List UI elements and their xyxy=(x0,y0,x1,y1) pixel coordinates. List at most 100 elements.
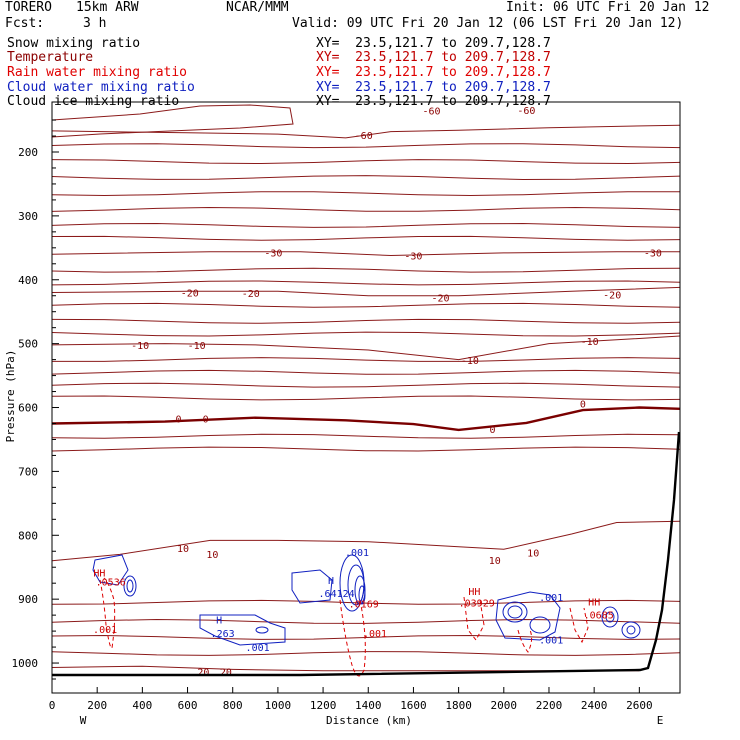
isotherm-label: 20 xyxy=(220,667,232,678)
y-tick-label: 700 xyxy=(18,465,38,478)
hydrometeor-label: .001 xyxy=(539,635,563,646)
hydrometeor-label: .001 xyxy=(539,593,563,604)
x-axis: 0 200 400 600 800 1000 1200 1400 1600 1800 2000 220… xyxy=(49,687,653,712)
isotherm-filler-line xyxy=(51,143,681,149)
isotherm-filler-line xyxy=(51,618,681,624)
isotherm-filler-line xyxy=(51,331,681,337)
hydrometeor-label: H xyxy=(216,616,222,627)
isotherm-0 xyxy=(51,406,681,432)
x-tick-label: 1800 xyxy=(445,699,472,712)
legend-cloud-water-label: Cloud water mixing ratio xyxy=(7,80,195,95)
isotherm-label: -20 xyxy=(431,294,449,305)
hydrometeor-label: H xyxy=(328,576,334,587)
isotherm-label: -60 xyxy=(355,131,373,142)
x-axis-label: Distance (km) xyxy=(326,714,412,727)
isotherm-label: -30 xyxy=(404,252,422,263)
isotherm-filler-line xyxy=(51,222,681,228)
isotherm-filler-line xyxy=(52,357,681,362)
isotherm-label: 0 xyxy=(175,414,181,425)
x-tick-label: 2400 xyxy=(581,699,608,712)
isotherm-label: 0 xyxy=(580,400,586,411)
isotherm-filler-line xyxy=(51,267,681,273)
isotherm-label: -10 xyxy=(461,356,479,367)
isotherm-filler-line xyxy=(51,369,681,375)
isotherm-label: -30 xyxy=(264,248,282,259)
model-resolution: 15km ARW xyxy=(76,0,139,15)
isotherm-filler-line xyxy=(51,302,681,308)
hydrometeor-label: .64124 xyxy=(319,589,355,600)
x-tick-label: 1600 xyxy=(400,699,427,712)
legend-temperature-label: Temperature xyxy=(7,50,94,65)
west-label: W xyxy=(80,714,87,727)
y-tick-label: 900 xyxy=(18,593,38,606)
x-tick-label: 2600 xyxy=(626,699,653,712)
isotherm-10 xyxy=(51,520,681,562)
hydrometeor-label: .001 xyxy=(246,643,270,654)
hydrometeor-label: .001 xyxy=(363,629,387,640)
isotherm-filler-line xyxy=(51,318,681,324)
isotherm-filler-line xyxy=(51,280,681,286)
hydrometeor-label: .0685 xyxy=(584,611,614,622)
x-tick-label: 1000 xyxy=(265,699,292,712)
y-tick-label: 1000 xyxy=(12,657,39,670)
hydrometeor-label: HH xyxy=(468,587,480,598)
isotherm-20 xyxy=(51,665,640,672)
hydrometeor-label: HH xyxy=(93,568,105,579)
isotherm--30 xyxy=(51,251,680,257)
hydrometeor-contours xyxy=(92,554,641,677)
hydrometeor-label: .263 xyxy=(211,629,235,640)
isotherm--20 xyxy=(51,286,681,297)
forecast-label: Fcst: xyxy=(5,16,45,31)
isotherm-label: 0 xyxy=(203,414,209,425)
x-tick-label: 2000 xyxy=(491,699,518,712)
plot-frame xyxy=(51,101,681,694)
legend-snow-label: Snow mixing ratio xyxy=(7,36,141,51)
hydrometeor-label: .001 xyxy=(345,548,369,559)
isotherm-label: -10 xyxy=(131,341,149,352)
isotherm-label: -30 xyxy=(644,248,662,259)
hydrometeor-label: .001 xyxy=(93,625,117,636)
isotherm-filler-line xyxy=(51,159,681,165)
isotherm-label: -60 xyxy=(422,107,440,118)
isotherm-label: -20 xyxy=(242,289,260,300)
isotherm-label: -20 xyxy=(603,291,621,302)
isotherm-label: 0 xyxy=(489,425,495,436)
x-tick-label: 1200 xyxy=(310,699,337,712)
isotherm-filler-line xyxy=(51,651,681,656)
y-tick-label: 200 xyxy=(18,146,38,159)
hydrometeor-label: HH xyxy=(588,598,600,609)
legend-snow-xy: XY= 23.5,121.7 to 209.7,128.7 xyxy=(316,36,551,51)
x-tick-label: 1400 xyxy=(355,699,382,712)
isotherm-label: 10 xyxy=(489,556,501,567)
x-tick-label: 400 xyxy=(132,699,152,712)
isotherm-label: 10 xyxy=(177,544,189,555)
isotherm-filler-line xyxy=(51,206,681,212)
isotherm-label: 10 xyxy=(527,549,539,560)
isotherm--10 xyxy=(51,335,681,361)
isotherm-label: 20 xyxy=(197,667,209,678)
isotherm-filler-line xyxy=(51,433,681,439)
legend-rain-xy: XY= 23.5,121.7 to 209.7,128.7 xyxy=(316,65,551,80)
isotherm-label: 10 xyxy=(206,550,218,561)
legend-rain-label: Rain water mixing ratio xyxy=(7,65,188,80)
forecast-hour: 3 h xyxy=(83,16,107,31)
isotherm--60 xyxy=(51,124,681,139)
y-tick-label: 500 xyxy=(18,338,38,351)
x-tick-label: 800 xyxy=(223,699,243,712)
y-axis: 200 300 400 500 600 700 800 900 1000 xyxy=(12,119,59,680)
isotherm-filler-line xyxy=(51,235,681,241)
center-name: NCAR/MMM xyxy=(226,0,289,15)
legend-temperature-xy: XY= 23.5,121.7 to 209.7,128.7 xyxy=(316,50,551,65)
legend-cloud-ice-label: Cloud ice mixing ratio xyxy=(7,94,180,109)
x-tick-label: 0 xyxy=(49,699,56,712)
isotherm-filler-line xyxy=(51,175,681,181)
isotherm-label: -20 xyxy=(181,289,199,300)
y-tick-label: 600 xyxy=(18,402,38,415)
y-tick-label: 300 xyxy=(18,210,38,223)
y-axis-label: Pressure (hPa) xyxy=(4,350,17,443)
isotherm-label: -10 xyxy=(581,337,599,348)
x-tick-label: 2200 xyxy=(536,699,563,712)
isotherm-filler-line xyxy=(51,382,681,388)
hydrometeor-label: .0169 xyxy=(349,600,379,611)
